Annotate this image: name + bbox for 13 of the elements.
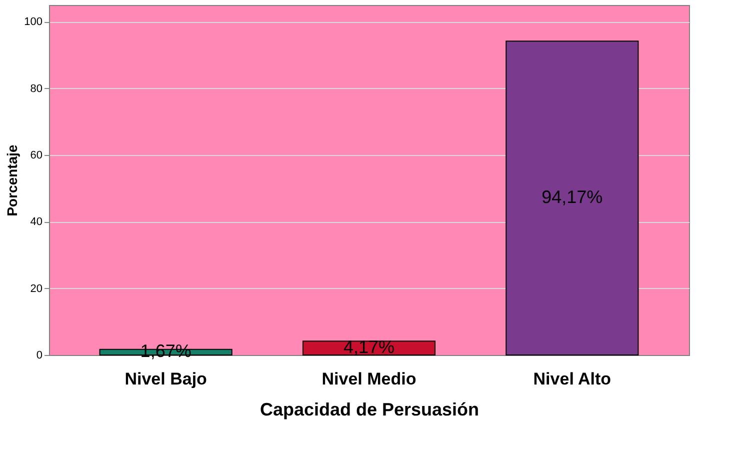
y-tick-label: 100 [24,16,42,28]
bar [506,40,639,356]
y-tick-label: 60 [30,150,42,162]
y-tick-label: 40 [30,216,42,228]
y-axis-title: Porcentaje [4,144,20,216]
x-axis-title: Capacidad de Persuasión [260,400,480,420]
x-tick-label: Nivel Alto [533,370,612,388]
data-label: 94,17% [542,187,603,208]
x-tick-label: Nivel Medio [322,370,416,388]
y-tick-label: 20 [30,282,42,295]
y-tick-label: 0 [36,350,42,362]
x-tick-label: Nivel Bajo [124,370,207,388]
y-tick-label: 80 [30,82,42,95]
